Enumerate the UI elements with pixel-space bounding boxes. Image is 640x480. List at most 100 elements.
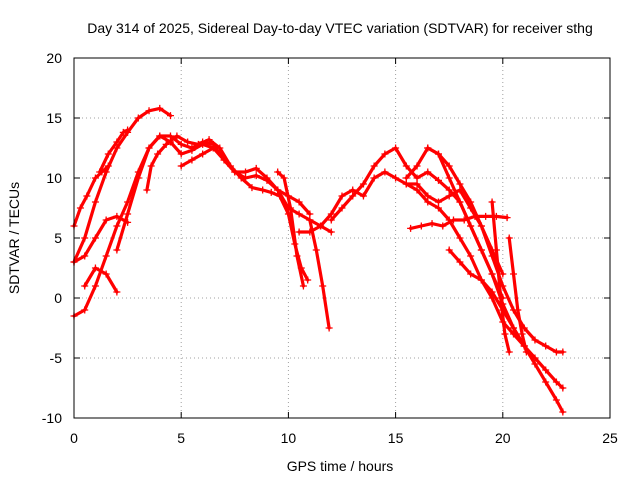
data-point	[306, 216, 314, 224]
data-point	[445, 174, 453, 182]
data-point	[231, 168, 239, 176]
data-point	[477, 222, 485, 230]
data-point	[327, 216, 335, 224]
data-point	[91, 174, 99, 182]
x-tick-label: 20	[495, 430, 511, 446]
data-point	[177, 162, 185, 170]
data-point	[542, 378, 550, 386]
series-sat-g	[143, 132, 312, 284]
data-point	[156, 132, 164, 140]
data-point	[460, 216, 468, 224]
data-point	[456, 198, 464, 206]
data-point	[424, 168, 432, 176]
data-point	[338, 192, 346, 200]
data-point	[177, 140, 185, 148]
y-axis-label: SDTVAR / TECUs	[6, 182, 22, 294]
series-sat-d	[70, 212, 132, 266]
data-point	[359, 192, 367, 200]
data-point	[407, 224, 415, 232]
data-point	[274, 186, 282, 194]
data-point	[381, 150, 389, 158]
data-point	[259, 186, 267, 194]
data-point	[559, 408, 567, 416]
data-point	[497, 294, 505, 302]
data-point	[349, 192, 357, 200]
data-point	[434, 204, 442, 212]
data-point	[456, 180, 464, 188]
data-point	[317, 222, 325, 230]
chart-title: Day 314 of 2025, Sidereal Day-to-day VTE…	[87, 20, 593, 36]
data-point	[552, 348, 560, 356]
data-point	[413, 186, 421, 194]
data-point	[449, 216, 457, 224]
data-point	[434, 198, 442, 206]
data-point	[434, 176, 442, 184]
data-point	[477, 276, 485, 284]
grid	[74, 58, 610, 418]
data-point	[154, 150, 162, 158]
data-point	[392, 144, 400, 152]
data-point	[325, 324, 333, 332]
data-point	[83, 192, 91, 200]
data-point	[102, 168, 110, 176]
data-point	[81, 252, 89, 260]
data-point	[417, 222, 425, 230]
data-point	[166, 112, 174, 120]
series-sat-j	[274, 168, 307, 290]
data-point	[482, 212, 490, 220]
data-point	[91, 282, 99, 290]
data-point	[188, 156, 196, 164]
data-point	[295, 228, 303, 236]
y-tick-label: -10	[42, 410, 62, 426]
series-sat-s	[488, 198, 513, 356]
data-point	[424, 144, 432, 152]
data-point	[143, 186, 151, 194]
x-tick-label: 15	[388, 430, 404, 446]
data-point	[467, 198, 475, 206]
x-tick-label: 5	[177, 430, 185, 446]
data-point	[488, 288, 496, 296]
data-point	[267, 188, 275, 196]
series-track	[72, 214, 130, 264]
data-point	[134, 114, 142, 122]
data-point	[492, 246, 500, 254]
data-point	[113, 138, 121, 146]
data-point	[147, 162, 155, 170]
series-track	[404, 182, 565, 390]
data-point	[522, 348, 530, 356]
data-point	[81, 306, 89, 314]
x-axis-label: GPS time / hours	[287, 458, 394, 474]
data-point	[96, 168, 104, 176]
data-point	[263, 174, 271, 182]
x-tick-label: 10	[281, 430, 297, 446]
data-point	[531, 354, 539, 362]
series-track	[409, 214, 509, 230]
data-point	[252, 172, 260, 180]
data-point	[199, 150, 207, 158]
data-point	[518, 330, 526, 338]
data-point	[173, 132, 181, 140]
series-track	[308, 218, 331, 330]
data-point	[199, 140, 207, 148]
data-point	[501, 330, 509, 338]
series-sat-i	[177, 144, 217, 170]
data-point	[124, 210, 132, 218]
series-sat-e	[81, 264, 121, 296]
data-point	[306, 210, 314, 218]
data-point	[156, 104, 164, 112]
data-point	[445, 192, 453, 200]
y-tick-label: 5	[54, 230, 62, 246]
data-point	[299, 282, 307, 290]
data-point	[381, 168, 389, 176]
data-point	[134, 174, 142, 182]
data-point	[413, 180, 421, 188]
y-tick-label: 15	[46, 110, 62, 126]
data-point	[552, 378, 560, 386]
data-point	[402, 180, 410, 188]
data-point	[287, 204, 295, 212]
series-track	[329, 146, 505, 300]
data-point	[559, 384, 567, 392]
y-tick-label: 10	[46, 170, 62, 186]
data-point	[252, 164, 260, 172]
series-track	[297, 170, 505, 276]
